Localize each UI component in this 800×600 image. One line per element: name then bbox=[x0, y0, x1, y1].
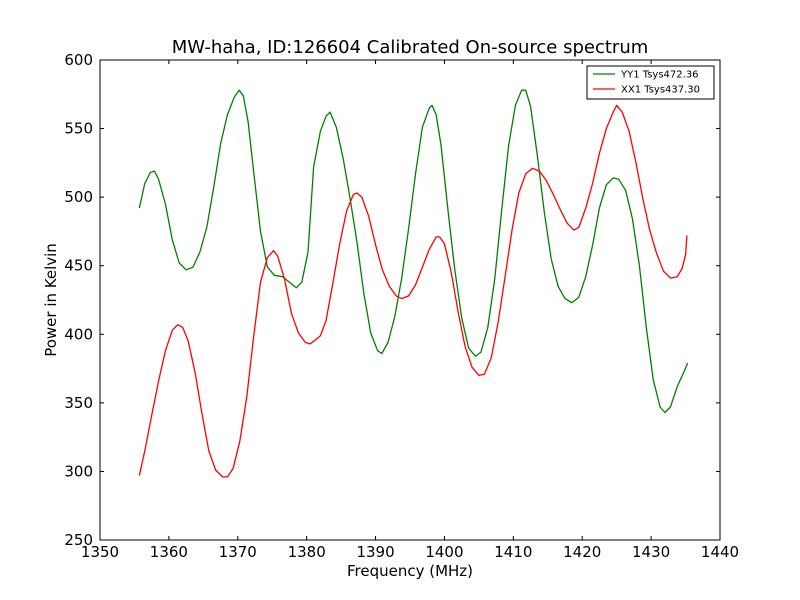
x-tick-label-8: 1430 bbox=[632, 543, 670, 561]
x-tick-label-5: 1400 bbox=[425, 543, 463, 561]
plot-area: 1350 1360 1370 1380 1390 1400 1410 1420 1430 1440… bbox=[64, 51, 739, 561]
y-tick-label-1: 300 bbox=[64, 462, 93, 480]
x-tick-label-4: 1390 bbox=[356, 543, 394, 561]
x-tick-label-3: 1380 bbox=[288, 543, 326, 561]
y-tick-label-6: 550 bbox=[64, 120, 93, 138]
y-tick-label-3: 400 bbox=[64, 325, 93, 343]
x-tick-label-2: 1370 bbox=[219, 543, 257, 561]
x-tick-label-0: 1350 bbox=[81, 543, 119, 561]
y-tick-label-2: 350 bbox=[64, 394, 93, 412]
legend-label-yy1: YY1 Tsys472.36 bbox=[620, 70, 699, 81]
y-tick-label-0: 250 bbox=[64, 531, 93, 549]
series-line-0 bbox=[138, 89, 689, 414]
y-axis-label: Power in Kelvin bbox=[42, 243, 60, 357]
y-tick-label-5: 500 bbox=[64, 188, 93, 206]
y-tick-label-4: 450 bbox=[64, 257, 93, 275]
plot-frame bbox=[99, 59, 721, 541]
series-layer bbox=[138, 89, 689, 478]
y-tick-label-7: 600 bbox=[64, 51, 93, 69]
x-axis-label: Frequency (MHz) bbox=[347, 562, 473, 580]
x-tick-label-6: 1410 bbox=[494, 543, 532, 561]
legend: YY1 Tsys472.36 XX1 Tsys437.30 bbox=[586, 65, 715, 100]
x-tick-label-7: 1420 bbox=[563, 543, 601, 561]
legend-label-xx1: XX1 Tsys437.30 bbox=[621, 85, 700, 96]
x-axis-ticks: 1350 1360 1370 1380 1390 1400 1410 1420 1430 1440 bbox=[81, 60, 739, 561]
x-tick-label-9: 1440 bbox=[701, 543, 739, 561]
y-axis-ticks: 250 300 350 400 450 500 550 600 bbox=[64, 51, 720, 549]
chart-title: MW-haha, ID:126604 Calibrated On-source … bbox=[172, 37, 649, 58]
x-tick-label-1: 1360 bbox=[150, 543, 188, 561]
series-line-1 bbox=[138, 104, 688, 478]
legend-box bbox=[586, 65, 715, 100]
